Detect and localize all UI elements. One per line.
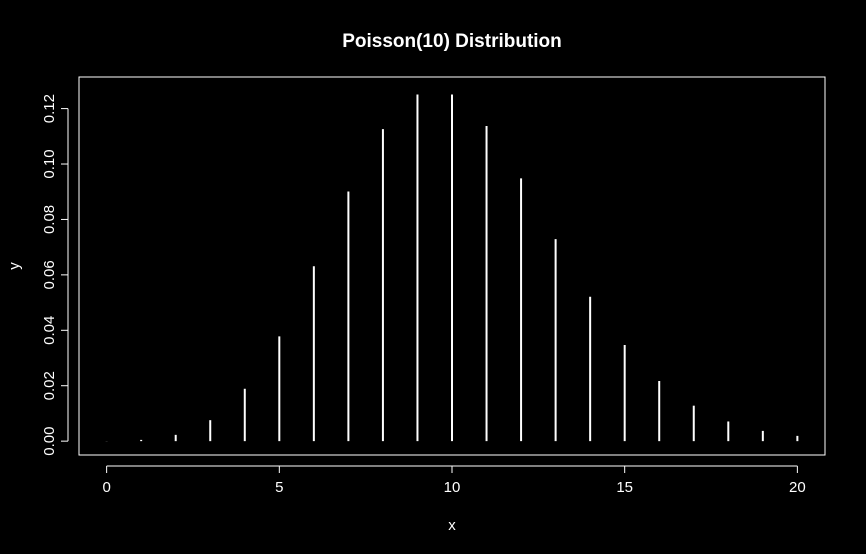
plot-frame: [78, 76, 826, 456]
y-tick-label: 0.06: [41, 260, 58, 289]
x-axis: 0 5 10 15 20: [102, 465, 806, 496]
y-tick-label: 0.08: [41, 205, 58, 234]
y-tick-label: 0.12: [41, 94, 58, 123]
y-axis: 0.00 0.02 0.04 0.06 0.08 0.10 0.12: [41, 94, 69, 456]
y-tick-label: 0.04: [41, 316, 58, 345]
x-axis-label: x: [448, 517, 456, 534]
x-tick-label: 0: [102, 479, 110, 496]
chart-title: Poisson(10) Distribution: [342, 31, 562, 52]
x-tick-label: 10: [444, 479, 461, 496]
x-tick-label: 20: [789, 479, 806, 496]
y-axis-label: y: [6, 262, 23, 270]
y-tick-label: 0.02: [41, 371, 58, 400]
bars-group: [105, 94, 799, 442]
y-tick-label: 0.10: [41, 149, 58, 178]
x-tick-label: 15: [616, 479, 633, 496]
x-tick-label: 5: [275, 479, 283, 496]
y-tick-label: 0.00: [41, 427, 58, 456]
